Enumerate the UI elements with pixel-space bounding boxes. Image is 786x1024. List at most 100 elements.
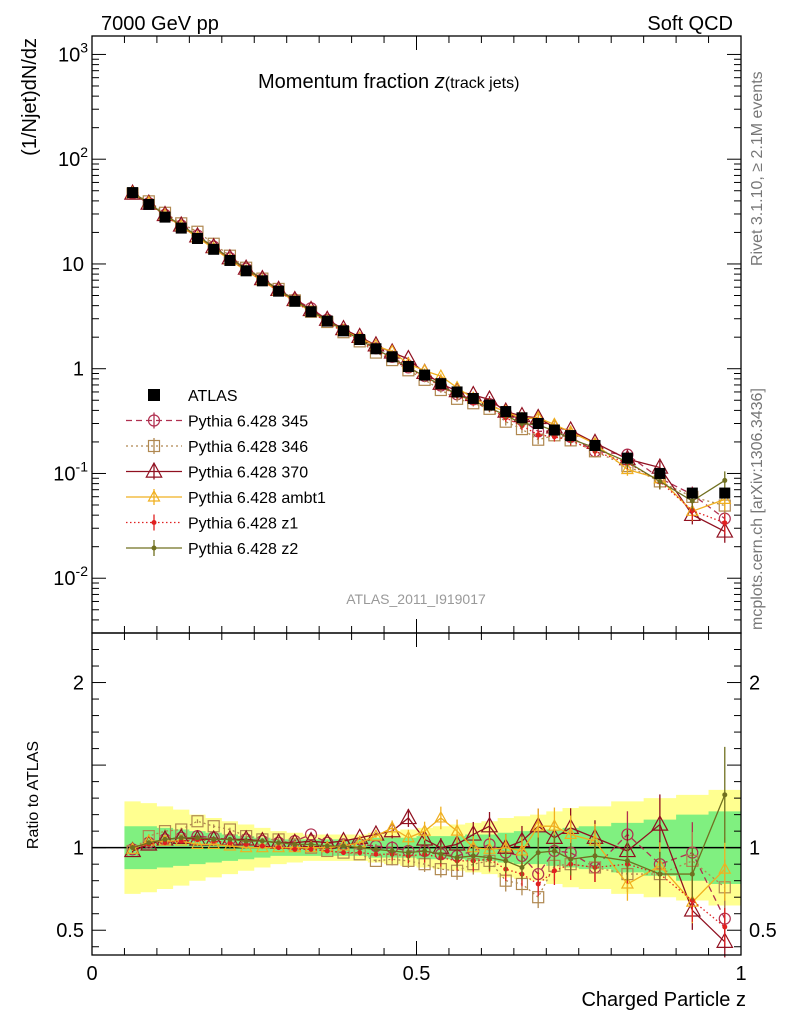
ratio-frame [91,632,742,956]
legend-marker [151,520,157,525]
data-point [354,334,366,346]
legend-label: Pythia 6.428 ambt1 [188,490,326,507]
series-z2-ratio-point [178,835,184,841]
series-z2-ratio-point [519,864,525,870]
series-z2-ratio-point [243,838,249,844]
series-z2-ratio-point [422,848,428,854]
data-point [305,306,317,318]
legend-marker [145,461,163,478]
series-z2-ratio-point [503,858,509,864]
data-point [419,369,431,381]
header-right: Soft QCD [647,13,733,35]
legend-item-z2: Pythia 6.428 z2 [126,540,298,558]
series-z2-ratio-point [324,843,330,849]
data-point [451,386,463,398]
series-z2-ratio-point [470,853,476,859]
series-z2-ratio-point [405,850,411,856]
series-z2-ratio-point [373,846,379,852]
series-ambt1-ratio-point [450,823,464,836]
series-z2-ratio-point [487,855,493,861]
ratio-y-tick-label: 2 [73,673,84,695]
series-z2-ratio-point [551,848,557,854]
data-point [289,295,301,307]
legend-label: Pythia 6.428 370 [188,465,308,482]
series-z1-ratio-point [308,846,314,852]
series-p346-line [132,192,725,507]
series-z2-ratio-point [308,841,314,847]
data-point [208,243,220,255]
series-p346-ratio-point [223,823,237,836]
data-point [191,232,203,244]
data-point [565,430,577,442]
series-p370-ratio-point [480,816,499,833]
legend-marker [147,439,161,453]
legend-label: Pythia 6.428 346 [188,439,308,456]
series-z2-ratio-point [624,858,630,864]
series-z1-point [535,432,541,438]
series-z2-ratio-point [194,835,200,841]
series-z2-ratio-point [146,840,152,846]
legend-label: Pythia 6.428 z2 [188,541,298,558]
series-p346-ratio-point [191,815,204,828]
series-p370-point [716,521,734,538]
y-tick-label: 10-2 [53,563,88,590]
x-tick-label: 0.5 [403,963,431,985]
title-var: z [434,71,445,93]
y-axis-label-ratio: Ratio to ATLAS [25,741,42,849]
analysis-label: ATLAS_2011_I919017 [346,591,486,607]
series-data [127,187,731,499]
series-z2-ratio-point [162,836,168,842]
data-point [273,285,285,297]
series-z1-top [130,190,728,535]
title-sub: (track jets) [445,75,520,92]
plot-title: Momentum fraction z(track jets) [258,71,519,93]
series-ambt1-ratio-point [369,828,383,841]
data-point [516,412,528,424]
title-main: Momentum fraction [258,71,435,93]
series-ambt1-ratio-point [547,818,561,831]
series-ambt1-ratio-point [255,840,269,853]
rivet-label: Rivet 3.1.10, ≥ 2.1M events [749,71,766,266]
series-z1-ratio-point [292,846,298,852]
data-point [256,275,268,287]
data-point [321,315,333,327]
y-axis-label-top: (1/Njet)dN/dz [19,38,41,156]
series-ambt1-ratio-point [718,861,732,874]
series-z2-ratio-point [722,792,728,798]
legend: ATLAS Pythia 6.428 345 Pythia 6.428 346 Pyt… [126,388,326,558]
series-z2-ratio-point [227,836,233,842]
series-z2-point [689,498,695,504]
series-z1-ratio-point [276,845,282,851]
series-p346-ratio-point [158,825,172,838]
data-point [175,222,187,234]
series-p370-ratio-point [651,814,669,831]
series-z2-top [130,190,728,511]
series-ambt1-ratio-point [434,810,448,823]
data-point [500,406,512,418]
legend-marker [148,389,160,401]
top-panel: 10-2 10-1 1 10 102 103 [53,35,742,634]
ratio-y-tick-label-right: 0.5 [749,920,777,942]
series-ambt1-point [620,462,634,475]
data-point [127,187,139,199]
series-z1-ratio-point [340,850,346,856]
series-z2-ratio-point [438,851,444,857]
data-point [654,467,666,479]
series-z2-ratio-point [389,848,395,854]
series-z1-ratio-point [722,924,728,930]
data-point [386,351,398,363]
series-ambt1-ratio-point [239,840,253,853]
series-ambt1-ratio-point [418,823,432,836]
series-ambt1-ratio-point [174,833,188,846]
series-z2-ratio-point [568,856,574,862]
series-ambt1-ratio-point [385,820,399,833]
series-ambt1-ratio-point [126,842,140,854]
series-z1-ratio-point [373,851,379,857]
series-ambt1-ratio-point [207,837,221,849]
y-tick-label: 103 [58,39,88,66]
series-z2-ratio-point [657,871,663,877]
series-ambt1-ratio-point [190,837,204,849]
legend-item-p346: Pythia 6.428 346 [126,438,308,456]
series-z2-ratio-point [292,841,298,847]
